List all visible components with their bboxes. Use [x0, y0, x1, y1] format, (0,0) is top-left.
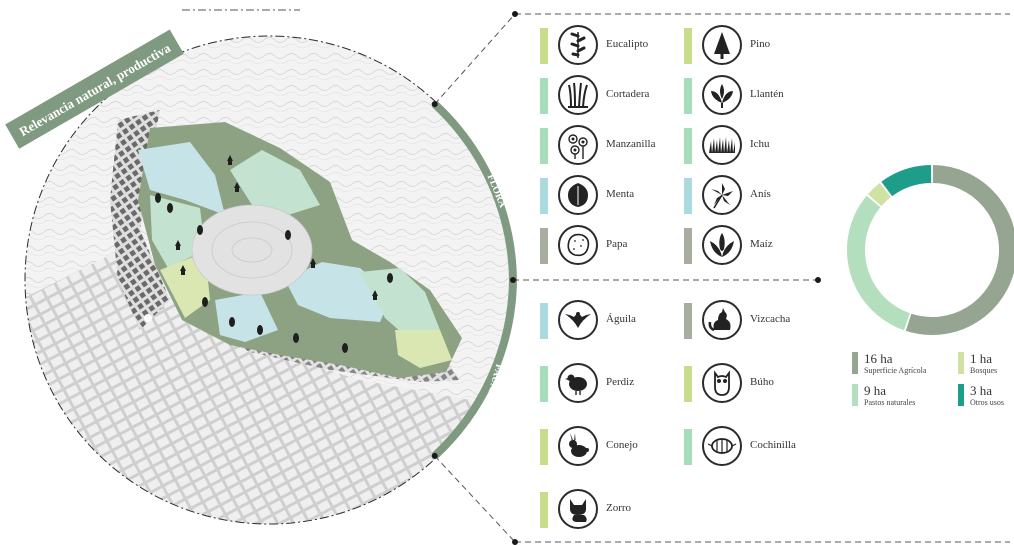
potato-icon: [558, 225, 598, 265]
flora-swatch: [684, 28, 692, 64]
flora-item-label: Anís: [750, 188, 771, 200]
eucalyptus-icon: [558, 25, 598, 65]
central-hill: [191, 204, 313, 296]
fauna-item-label: Búho: [750, 376, 774, 388]
flora-swatch: [540, 128, 548, 164]
pampas-grass-icon: [558, 75, 598, 115]
map-plant-markers: [155, 155, 393, 353]
connector-lines: [182, 9, 1010, 543]
flora-item-label: Maíz: [750, 238, 773, 250]
land-use-label: Superficie Agrícola: [864, 366, 927, 375]
fauna-swatch: [540, 303, 548, 339]
donut-slice-otros-usos: [881, 165, 932, 197]
land-use-value: 9 ha: [864, 383, 887, 398]
fauna-item-label: Perdiz: [606, 376, 635, 388]
land-use-swatch: [958, 384, 964, 406]
donut-slice-pastos-naturales: [847, 195, 911, 331]
site-map: [25, 36, 513, 524]
fauna-swatch: [540, 366, 548, 402]
flora-swatch: [540, 28, 548, 64]
land-use-label: Bosques: [970, 366, 998, 375]
flora-item-label: Ichu: [750, 138, 770, 150]
flora-item-label: Cortadera: [606, 88, 650, 100]
land-use-label: Otros usos: [970, 398, 1005, 407]
fauna-swatch: [540, 492, 548, 528]
land-use-swatch: [852, 352, 858, 374]
flora-swatch: [684, 178, 692, 214]
donut-slice-superficie-agr-cola: [905, 165, 1014, 335]
chamomile-icon: [558, 125, 598, 165]
flora-arc: [431, 101, 517, 281]
flora-item-label: Pino: [750, 38, 771, 50]
rabbit-icon: [558, 426, 598, 466]
ichu-grass-icon: [702, 125, 742, 165]
fauna-swatch: [540, 429, 548, 465]
land-use-label: Pastos naturales: [864, 398, 916, 407]
urban-edge: [110, 110, 170, 330]
fauna-item-label: Conejo: [606, 439, 638, 451]
fauna-swatch: [684, 366, 692, 402]
land-use-value: 16 ha: [864, 351, 893, 366]
land-use-swatch: [852, 384, 858, 406]
flora-item-label: Eucalipto: [606, 38, 649, 50]
flora-swatch: [540, 78, 548, 114]
fauna-swatch: [684, 303, 692, 339]
mint-leaf-icon: [558, 175, 598, 215]
plantain-icon: [702, 75, 742, 115]
cochineal-icon: [702, 426, 742, 466]
donut-slice-bosques: [867, 182, 891, 207]
land-use-value: 1 ha: [970, 351, 993, 366]
vizcacha-icon: [702, 300, 742, 340]
fauna-item-label: Cochinilla: [750, 439, 796, 451]
fauna-swatch: [684, 429, 692, 465]
fauna-item-label: Zorro: [606, 502, 632, 514]
flora-swatch: [684, 228, 692, 264]
land-use-swatch: [958, 352, 964, 374]
flora-item-label: Papa: [606, 238, 628, 250]
fauna-arc: [431, 279, 517, 459]
land-use-value: 3 ha: [970, 383, 993, 398]
partridge-icon: [558, 363, 598, 403]
eagle-icon: [558, 300, 598, 340]
flora-item-label: Manzanilla: [606, 138, 656, 150]
flora-swatch: [684, 128, 692, 164]
land-use-donut: [847, 165, 1014, 335]
pine-icon: [702, 25, 742, 65]
flora-swatch: [684, 78, 692, 114]
flora-swatch: [540, 178, 548, 214]
fauna-item-label: Águila: [606, 313, 636, 325]
flora-item-label: Menta: [606, 188, 635, 200]
flora-item-label: Llantén: [750, 88, 784, 100]
fox-icon: [558, 489, 598, 529]
anise-icon: [702, 175, 742, 215]
owl-icon: [702, 363, 742, 403]
fauna-item-label: Vizcacha: [750, 313, 791, 325]
connector-dots: [431, 11, 821, 545]
corn-icon: [702, 225, 742, 265]
flora-swatch: [540, 228, 548, 264]
